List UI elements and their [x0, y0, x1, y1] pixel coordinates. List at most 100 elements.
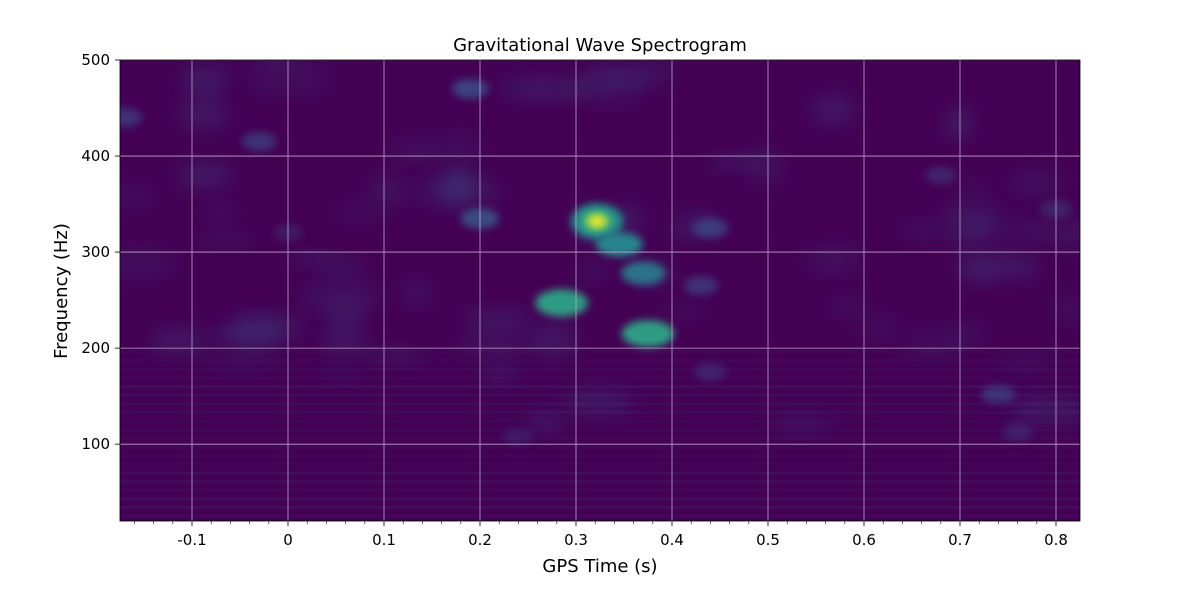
- texture-blob: [967, 218, 1048, 242]
- x-tick-label: 0.4: [660, 531, 684, 549]
- heatmap-features: [120, 78, 1072, 445]
- texture-blob: [811, 94, 856, 126]
- frequency-band: [120, 402, 1080, 406]
- frequency-band: [120, 462, 1080, 466]
- plot-frame: [119, 59, 1081, 522]
- texture-blob: [745, 148, 785, 184]
- texture-blob: [564, 391, 634, 415]
- x-tick-label: -0.1: [177, 531, 206, 549]
- texture-blob: [951, 181, 995, 200]
- plot-area: [120, 60, 1080, 521]
- frequency-band: [120, 436, 1080, 440]
- frequency-band: [120, 497, 1080, 501]
- frequency-band: [120, 410, 1080, 414]
- x-tick-label: 0.3: [564, 531, 588, 549]
- texture-blob: [856, 314, 901, 341]
- texture-blob: [708, 154, 759, 169]
- texture-blob: [1001, 356, 1055, 371]
- texture-blob: [366, 175, 409, 206]
- texture-blob: [199, 350, 281, 370]
- y-tick-label: 100: [81, 435, 110, 453]
- chart-title: Gravitational Wave Spectrogram: [453, 35, 747, 56]
- texture-blob: [178, 96, 229, 131]
- texture-blob: [1052, 294, 1080, 324]
- texture-blob: [526, 410, 567, 433]
- texture-blob: [830, 298, 867, 316]
- x-tick-label: 0.5: [756, 531, 780, 549]
- y-tick-label: 400: [81, 147, 110, 165]
- frequency-band: [120, 376, 1080, 380]
- signal-blob: [621, 320, 675, 348]
- texture-blob: [359, 348, 427, 363]
- frequency-band: [120, 471, 1080, 475]
- texture-blob: [1009, 395, 1080, 426]
- y-tick-label: 500: [81, 51, 110, 69]
- x-tick-label: 0.1: [372, 531, 396, 549]
- signal-peak: [590, 216, 605, 227]
- texture-blob: [386, 138, 447, 165]
- texture-blob: [245, 60, 311, 68]
- texture-blob: [480, 363, 519, 384]
- texture-blob: [945, 107, 974, 140]
- frequency-band: [120, 350, 1080, 354]
- texture-blob: [654, 302, 712, 317]
- x-tick-label: 0.8: [1044, 531, 1068, 549]
- heatmap-background: [120, 60, 1080, 521]
- signal-blob: [535, 289, 588, 317]
- signal-blob: [451, 78, 489, 99]
- texture-blob: [610, 72, 667, 88]
- texture-blob: [499, 75, 586, 102]
- x-tick-label: 0.6: [852, 531, 876, 549]
- frequency-band: [120, 488, 1080, 492]
- texture-blob: [897, 221, 953, 240]
- y-axis-label: Frequency (Hz): [51, 223, 72, 359]
- frequency-band: [120, 393, 1080, 397]
- signal-blob: [242, 132, 277, 152]
- texture-blob: [300, 280, 382, 315]
- y-tick-label: 300: [81, 243, 110, 261]
- texture-blob: [179, 76, 220, 96]
- texture-blob: [288, 253, 336, 266]
- texture-blob: [246, 61, 332, 97]
- texture-blob: [401, 279, 434, 307]
- texture-blob: [1009, 170, 1065, 195]
- texture-blob: [199, 202, 242, 224]
- signal-blob: [1001, 423, 1034, 442]
- texture-blob: [961, 266, 995, 283]
- x-tick-label: 0.7: [948, 531, 972, 549]
- texture-blob: [120, 246, 180, 280]
- frequency-band: [120, 514, 1080, 518]
- frequency-band: [120, 367, 1080, 371]
- frequency-band: [120, 359, 1080, 363]
- texture-blob: [217, 316, 281, 352]
- signal-blob: [692, 218, 729, 238]
- signal-blob: [595, 232, 643, 257]
- texture-blob: [903, 326, 966, 361]
- signal-blob: [981, 384, 1016, 404]
- texture-blob: [198, 234, 252, 247]
- x-tick-label: 0: [283, 531, 293, 549]
- y-tick-label: 200: [81, 339, 110, 357]
- signal-blob: [620, 261, 666, 286]
- texture-blob: [438, 131, 485, 163]
- frequency-band: [120, 419, 1080, 423]
- frequency-band: [120, 454, 1080, 458]
- texture-blob: [414, 175, 502, 207]
- signal-blob: [683, 276, 718, 296]
- frequency-band: [120, 506, 1080, 510]
- texture-blob: [331, 202, 390, 222]
- signal-blob: [503, 428, 534, 445]
- texture-blob: [150, 327, 206, 353]
- texture-blob: [321, 367, 360, 381]
- signal-blob: [924, 166, 957, 185]
- frequency-band: [120, 428, 1080, 432]
- x-tick-label: 0.2: [468, 531, 492, 549]
- texture-blob: [177, 161, 232, 190]
- signal-blob: [694, 363, 727, 381]
- texture-blob: [768, 413, 833, 434]
- heatmap-texture: [120, 60, 1080, 518]
- frequency-band: [120, 385, 1080, 389]
- grid-lines: [120, 60, 1080, 521]
